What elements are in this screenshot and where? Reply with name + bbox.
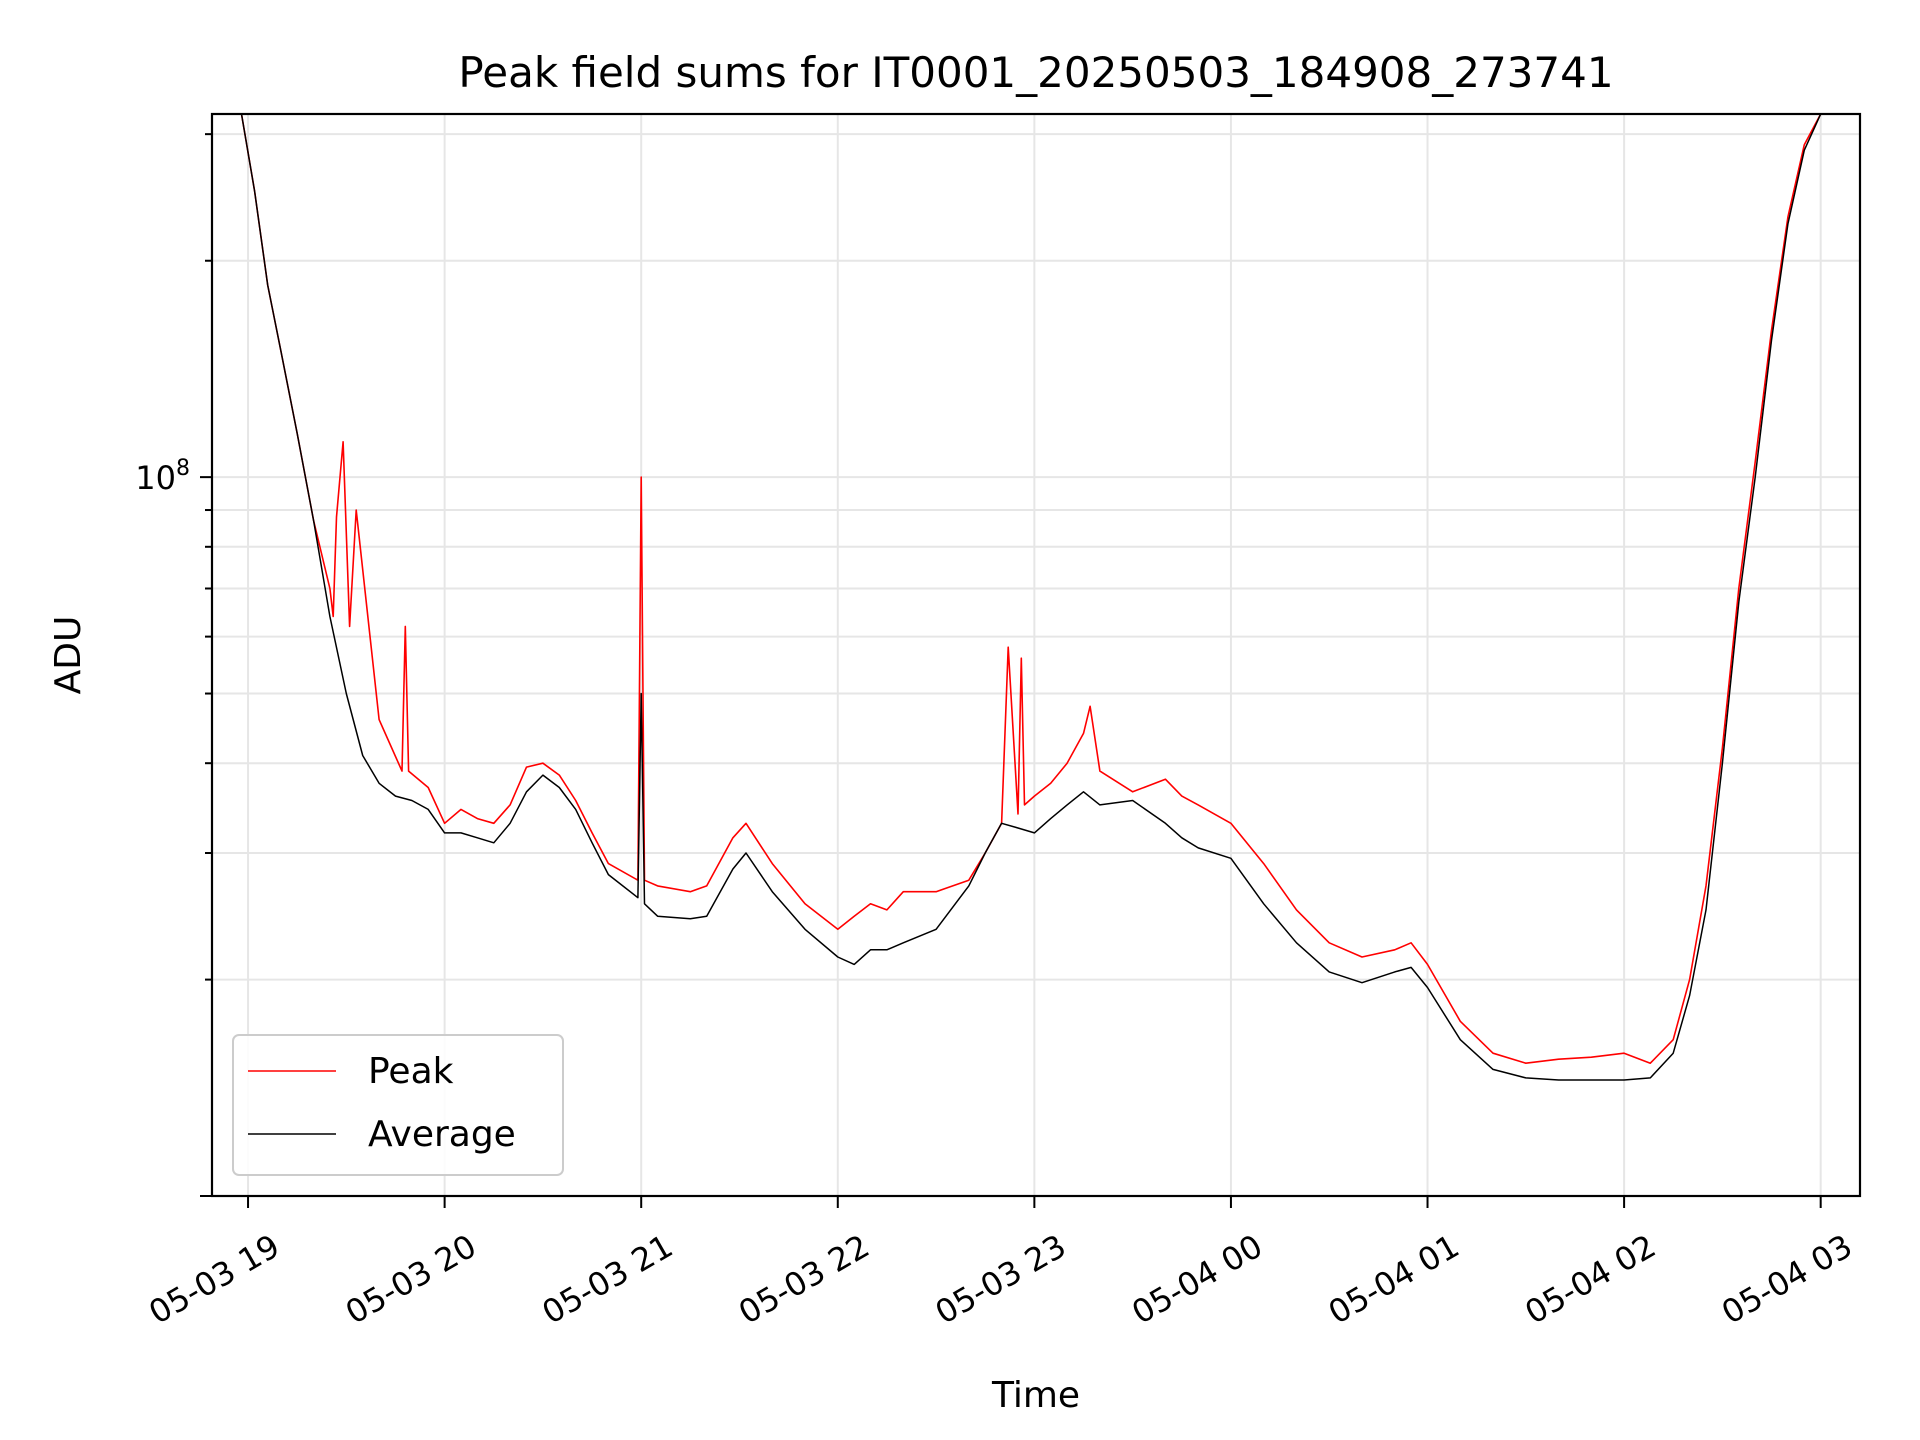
y-axis-label: ADU <box>48 616 89 695</box>
series-lines <box>212 114 1860 1081</box>
grid <box>212 114 1860 1197</box>
legend-label-peak: Peak <box>368 1051 454 1092</box>
legend-box <box>232 1034 564 1176</box>
series-line-peak <box>212 114 1860 1064</box>
y-axis: 108 <box>135 133 212 1197</box>
x-axis-label: Time <box>991 1375 1080 1416</box>
chart-title: Peak field sums for IT0001_20250503_1849… <box>458 48 1613 97</box>
legend-label-average: Average <box>368 1114 516 1155</box>
y-tick-label: 108 <box>135 456 190 497</box>
series-line-average <box>212 114 1860 1081</box>
legend: Peak Average <box>232 1034 564 1176</box>
plot-frame <box>210 112 1862 1198</box>
